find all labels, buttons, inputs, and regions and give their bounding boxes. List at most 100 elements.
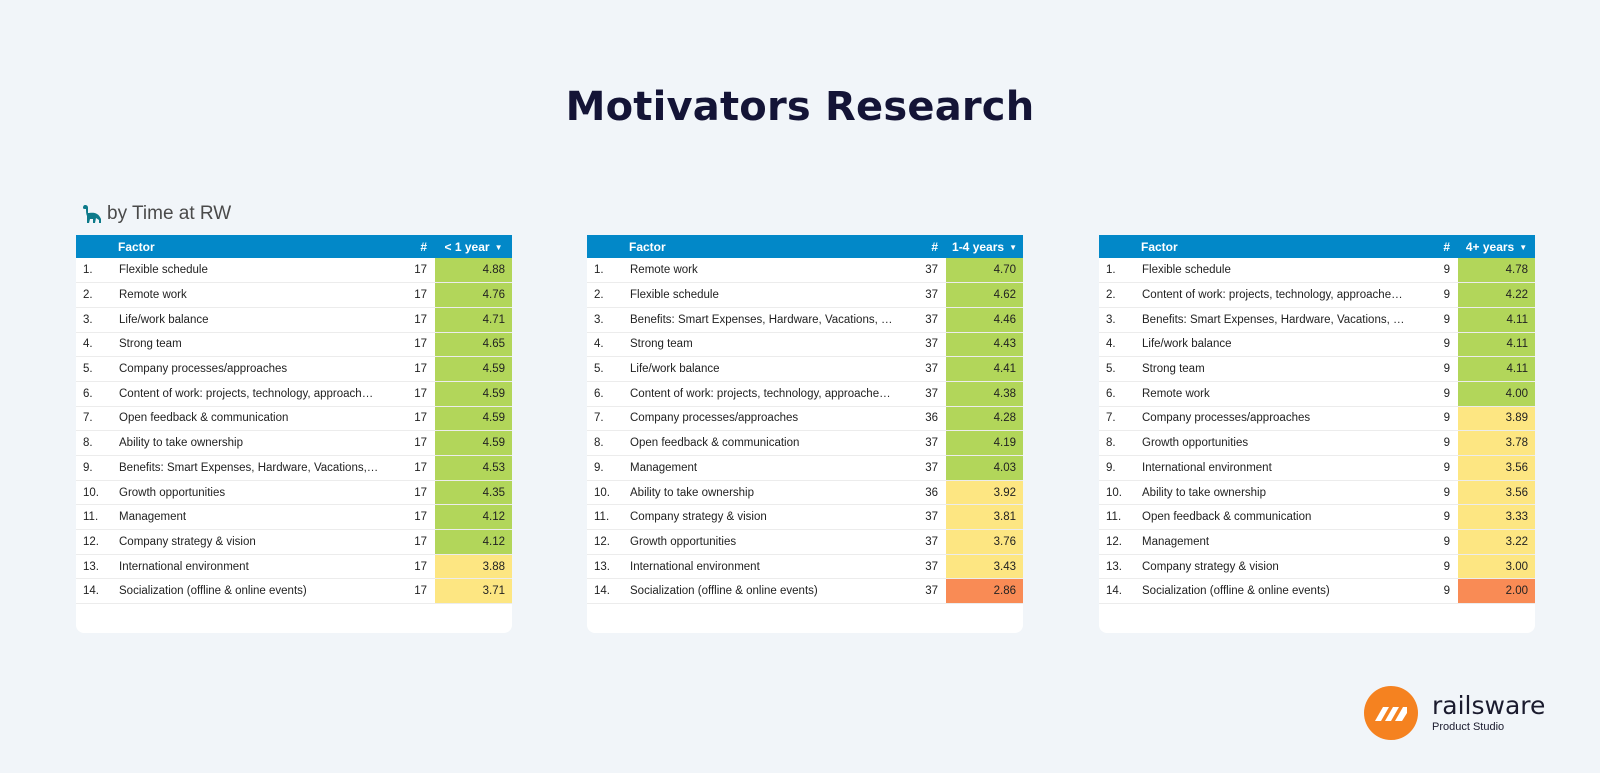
factor-cell: Content of work: projects, technology, a… — [629, 381, 899, 407]
table-row[interactable]: 7. Open feedback & communication 17 4.59 — [76, 406, 512, 432]
factor-header[interactable]: Factor — [629, 235, 899, 258]
factor-cell: Socialization (offline & online events) — [1141, 578, 1411, 605]
score-cell: 4.12 — [435, 529, 512, 555]
table-row[interactable]: 8. Open feedback & communication 37 4.19 — [587, 430, 1023, 456]
factor-cell: Company strategy & vision — [629, 504, 899, 531]
factor-cell: Benefits: Smart Expenses, Hardware, Vaca… — [629, 307, 899, 333]
row-index: 13. — [587, 554, 629, 580]
score-cell: 4.00 — [1458, 381, 1535, 407]
table-row[interactable]: 2. Content of work: projects, technology,… — [1099, 282, 1535, 308]
table-row[interactable]: 9. International environment 9 3.56 — [1099, 455, 1535, 481]
row-index: 12. — [76, 529, 118, 555]
count-cell: 17 — [388, 307, 435, 333]
table-row[interactable]: 14. Socialization (offline & online event… — [1099, 578, 1535, 605]
score-header[interactable]: 1-4 years ▼ — [946, 235, 1023, 258]
table-row[interactable]: 13. International environment 37 3.43 — [587, 554, 1023, 580]
table-row[interactable]: 7. Company processes/approaches 9 3.89 — [1099, 406, 1535, 432]
table-row[interactable]: 2. Remote work 17 4.76 — [76, 282, 512, 308]
factor-cell: Flexible schedule — [118, 258, 388, 284]
row-index: 1. — [587, 258, 629, 284]
score-cell: 3.81 — [946, 504, 1023, 531]
factor-header[interactable]: Factor — [1141, 235, 1411, 258]
count-cell: 9 — [1411, 455, 1458, 481]
count-cell: 9 — [1411, 554, 1458, 580]
row-index: 11. — [587, 504, 629, 531]
table-row[interactable]: 1. Flexible schedule 9 4.78 — [1099, 258, 1535, 284]
table-row[interactable]: 8. Ability to take ownership 17 4.59 — [76, 430, 512, 456]
table-row[interactable]: 14. Socialization (offline & online event… — [587, 578, 1023, 605]
table-row[interactable]: 4. Strong team 37 4.43 — [587, 332, 1023, 358]
score-cell: 3.92 — [946, 480, 1023, 506]
table-row[interactable]: 5. Life/work balance 37 4.41 — [587, 356, 1023, 382]
page-title: Motivators Research — [565, 84, 1035, 130]
table-row[interactable]: 13. Company strategy & vision 9 3.00 — [1099, 554, 1535, 580]
count-cell: 17 — [388, 578, 435, 605]
factor-cell: Open feedback & communication — [1141, 504, 1411, 531]
count-cell: 9 — [1411, 282, 1458, 308]
count-cell: 37 — [899, 258, 946, 284]
score-cell: 4.62 — [946, 282, 1023, 308]
score-cell: 4.12 — [435, 504, 512, 531]
score-cell: 4.59 — [435, 381, 512, 407]
table-row[interactable]: 11. Management 17 4.12 — [76, 504, 512, 531]
table-row[interactable]: 10. Ability to take ownership 9 3.56 — [1099, 480, 1535, 506]
score-header[interactable]: < 1 year ▼ — [435, 235, 512, 258]
factor-cell: Management — [1141, 529, 1411, 555]
factor-cell: International environment — [1141, 455, 1411, 481]
row-index: 4. — [76, 332, 118, 358]
table-row[interactable]: 10. Growth opportunities 17 4.35 — [76, 480, 512, 506]
table-row[interactable]: 9. Management 37 4.03 — [587, 455, 1023, 481]
score-header[interactable]: 4+ years ▼ — [1458, 235, 1535, 258]
table-row[interactable]: 6. Content of work: projects, technology,… — [76, 381, 512, 407]
count-cell: 17 — [388, 455, 435, 481]
table-row[interactable]: 4. Strong team 17 4.65 — [76, 332, 512, 358]
score-cell: 3.78 — [1458, 430, 1535, 456]
score-cell: 3.71 — [435, 578, 512, 605]
caret-down-icon[interactable]: ▼ — [1009, 242, 1017, 252]
table-row[interactable]: 12. Company strategy & vision 17 4.12 — [76, 529, 512, 555]
caret-down-icon[interactable]: ▼ — [494, 242, 503, 252]
table-row[interactable]: 2. Flexible schedule 37 4.62 — [587, 282, 1023, 308]
table-row[interactable]: 6. Remote work 9 4.00 — [1099, 381, 1535, 407]
count-header[interactable]: # — [899, 235, 946, 258]
table-row[interactable]: 4. Life/work balance 9 4.11 — [1099, 332, 1535, 358]
score-cell: 4.28 — [946, 406, 1023, 432]
score-cell: 4.76 — [435, 282, 512, 308]
count-header[interactable]: # — [388, 235, 435, 258]
table-row[interactable]: 1. Remote work 37 4.70 — [587, 258, 1023, 284]
table-row[interactable]: 3. Benefits: Smart Expenses, Hardware, Va… — [1099, 307, 1535, 333]
factor-header[interactable]: Factor — [118, 235, 388, 258]
table-row[interactable]: 12. Management 9 3.22 — [1099, 529, 1535, 555]
table-row[interactable]: 14. Socialization (offline & online event… — [76, 578, 512, 605]
table-row[interactable]: 7. Company processes/approaches 36 4.28 — [587, 406, 1023, 432]
score-cell: 4.59 — [435, 430, 512, 456]
table-row[interactable]: 9. Benefits: Smart Expenses, Hardware, Va… — [76, 455, 512, 481]
table-row[interactable]: 11. Open feedback & communication 9 3.33 — [1099, 504, 1535, 531]
caret-down-icon[interactable]: ▼ — [1519, 242, 1528, 252]
table-row[interactable]: 3. Benefits: Smart Expenses, Hardware, Va… — [587, 307, 1023, 333]
factor-cell: Growth opportunities — [1141, 430, 1411, 456]
table-row[interactable]: 13. International environment 17 3.88 — [76, 554, 512, 580]
table-row[interactable]: 11. Company strategy & vision 37 3.81 — [587, 504, 1023, 531]
count-cell: 17 — [388, 406, 435, 432]
table-row[interactable]: 5. Strong team 9 4.11 — [1099, 356, 1535, 382]
count-cell: 17 — [388, 504, 435, 531]
index-header — [587, 235, 629, 258]
table-row[interactable]: 10. Ability to take ownership 36 3.92 — [587, 480, 1023, 506]
row-index: 4. — [587, 332, 629, 358]
factor-cell: Strong team — [1141, 356, 1411, 382]
table-row[interactable]: 5. Company processes/approaches 17 4.59 — [76, 356, 512, 382]
table-header-row: Factor # 1-4 years ▼ — [587, 235, 1023, 258]
row-index: 7. — [587, 406, 629, 432]
table-row[interactable]: 1. Flexible schedule 17 4.88 — [76, 258, 512, 284]
count-header[interactable]: # — [1411, 235, 1458, 258]
factor-cell: Benefits: Smart Expenses, Hardware, Vaca… — [1141, 307, 1411, 333]
count-cell: 36 — [899, 480, 946, 506]
row-index: 14. — [1099, 578, 1141, 605]
table-row[interactable]: 6. Content of work: projects, technology,… — [587, 381, 1023, 407]
table-row[interactable]: 12. Growth opportunities 37 3.76 — [587, 529, 1023, 555]
table-row[interactable]: 3. Life/work balance 17 4.71 — [76, 307, 512, 333]
railsware-logo[interactable]: railsware Product Studio — [1364, 686, 1545, 740]
factor-cell: Company strategy & vision — [118, 529, 388, 555]
table-row[interactable]: 8. Growth opportunities 9 3.78 — [1099, 430, 1535, 456]
